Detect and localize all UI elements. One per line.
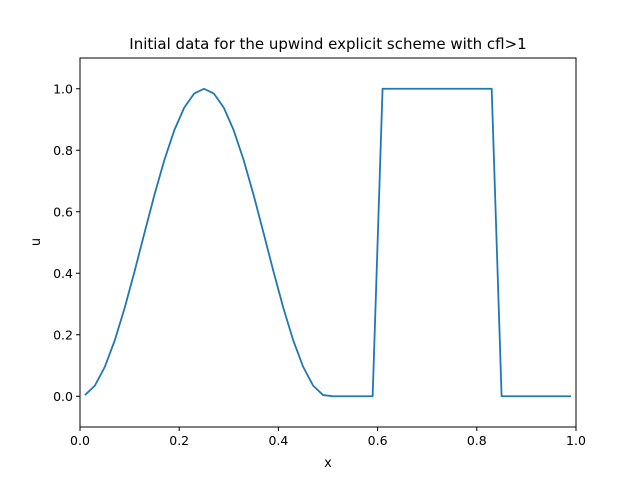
- x-axis-label: x: [324, 456, 332, 471]
- y-tick-label: 0.8: [53, 143, 73, 158]
- x-tick-label: 0.4: [268, 433, 288, 448]
- y-tick-label: 0.6: [53, 204, 73, 219]
- x-tick-label: 1.0: [566, 433, 586, 448]
- x-tick-label: 0.6: [368, 433, 388, 448]
- y-tick-label: 1.0: [53, 81, 73, 96]
- x-tick-label: 0.0: [70, 433, 90, 448]
- chart-title: Initial data for the upwind explicit sch…: [129, 35, 526, 53]
- x-tick-label: 0.2: [169, 433, 189, 448]
- x-axis: 0.0 0.2 0.4 0.6 0.8 1.0: [70, 427, 586, 448]
- y-axis-label: u: [29, 238, 44, 246]
- series-line-0: [84, 87, 572, 398]
- y-tick-label: 0.2: [53, 327, 73, 342]
- y-tick-label: 0.0: [53, 389, 73, 404]
- plot-area: [84, 87, 572, 398]
- y-tick-label: 0.4: [53, 266, 73, 281]
- y-axis: 0.0 0.2 0.4 0.6 0.8 1.0: [53, 81, 80, 404]
- plot-frame: [79, 57, 577, 428]
- x-tick-label: 0.8: [467, 433, 487, 448]
